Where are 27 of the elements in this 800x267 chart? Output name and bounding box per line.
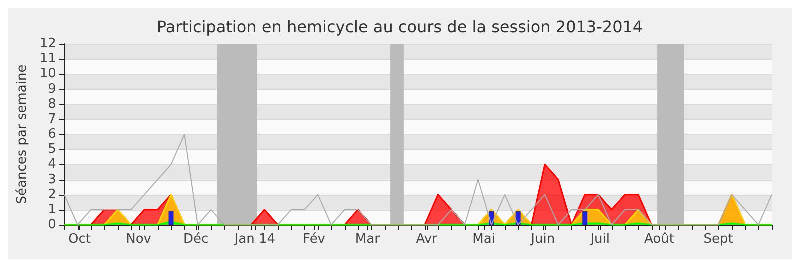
x-tick-label: Mar [355, 232, 381, 247]
x-tick-label: Nov [126, 232, 152, 247]
y-tick-label: 9 [48, 82, 56, 97]
chart-title: Participation en hemicycle au cours de la session 2013-2014 [156, 18, 644, 36]
x-tick-label: Oct [68, 232, 91, 247]
x-tick-label: Déc [183, 232, 209, 247]
x-tick-label: Fév [303, 232, 326, 247]
y-tick-label: 5 [48, 142, 56, 158]
y-tick-label: 4 [48, 157, 56, 172]
y-tick-label: 8 [48, 96, 56, 112]
y-tick-label: 10 [40, 66, 56, 82]
y-tick-label: 11 [40, 52, 56, 67]
y-tick-label: 0 [48, 218, 56, 232]
x-tick-label: Jan 14 [234, 232, 276, 247]
y-tick-label: 3 [48, 172, 56, 188]
y-tick-label: 12 [40, 36, 56, 52]
x-tick-label: Juil [590, 232, 610, 247]
y-tick-label: 2 [48, 187, 56, 202]
x-tick-label: Août [644, 232, 674, 247]
x-tick-label: Mai [472, 232, 496, 247]
x-tick-label: Sept [704, 232, 734, 247]
y-axis-title: Séances par semaine [15, 64, 30, 204]
y-tick-label: 6 [48, 127, 56, 142]
x-tick-label: Juin [530, 232, 556, 247]
x-tick-label: Avr [416, 232, 438, 247]
y-tick-label: 1 [48, 202, 56, 218]
y-tick-label: 7 [48, 112, 56, 127]
